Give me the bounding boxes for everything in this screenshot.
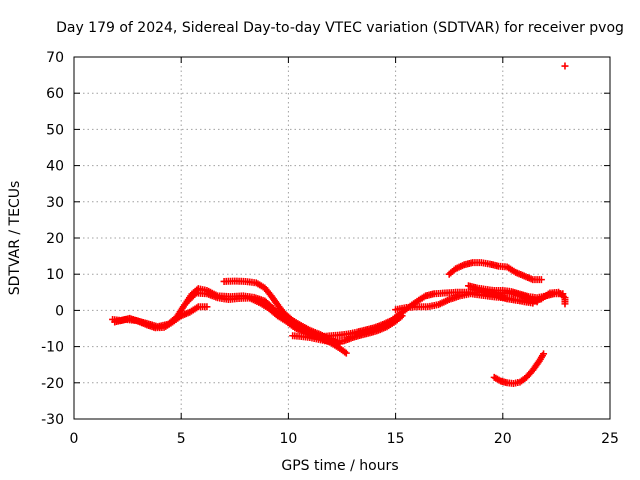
series-arc-10	[469, 285, 569, 308]
grid-lines	[74, 57, 610, 419]
data-point	[540, 350, 548, 358]
x-axis-label: GPS time / hours	[281, 458, 398, 474]
x-tick-label: 5	[177, 431, 186, 447]
y-tick-label: 20	[46, 231, 64, 247]
y-tick-label: -10	[41, 340, 64, 356]
chart-title: Day 179 of 2024, Sidereal Day-to-day VTE…	[56, 20, 624, 36]
series-outlier	[561, 62, 569, 70]
y-axis-label: SDTVAR / TECUs	[7, 181, 23, 296]
y-tick-label: 70	[46, 50, 64, 66]
y-tick-label: 0	[55, 303, 64, 319]
data-point	[342, 349, 350, 357]
y-tick-label: 30	[46, 195, 64, 211]
y-tick-label: -20	[41, 376, 64, 392]
data-point	[561, 62, 569, 70]
y-tick-label: 60	[46, 86, 64, 102]
y-tick-label: -30	[41, 412, 64, 428]
y-axis: -30 -20 -10 0 10 20 30 40 50 60 70	[41, 50, 610, 428]
x-tick-label: 15	[387, 431, 405, 447]
data-point	[537, 276, 545, 284]
data-point	[191, 290, 199, 298]
x-tick-label: 25	[601, 431, 619, 447]
data-point	[203, 303, 211, 311]
x-tick-label: 20	[494, 431, 512, 447]
series-arc-11	[490, 350, 548, 388]
x-axis: 0 5 10 15 20 25	[70, 57, 619, 447]
x-tick-label: 10	[279, 431, 297, 447]
data-point	[561, 300, 569, 308]
y-tick-label: 50	[46, 122, 64, 138]
data-points	[109, 62, 569, 388]
x-tick-label: 0	[70, 431, 79, 447]
y-tick-label: 10	[46, 267, 64, 283]
y-tick-label: 40	[46, 159, 64, 175]
series-arc-8	[445, 259, 545, 284]
